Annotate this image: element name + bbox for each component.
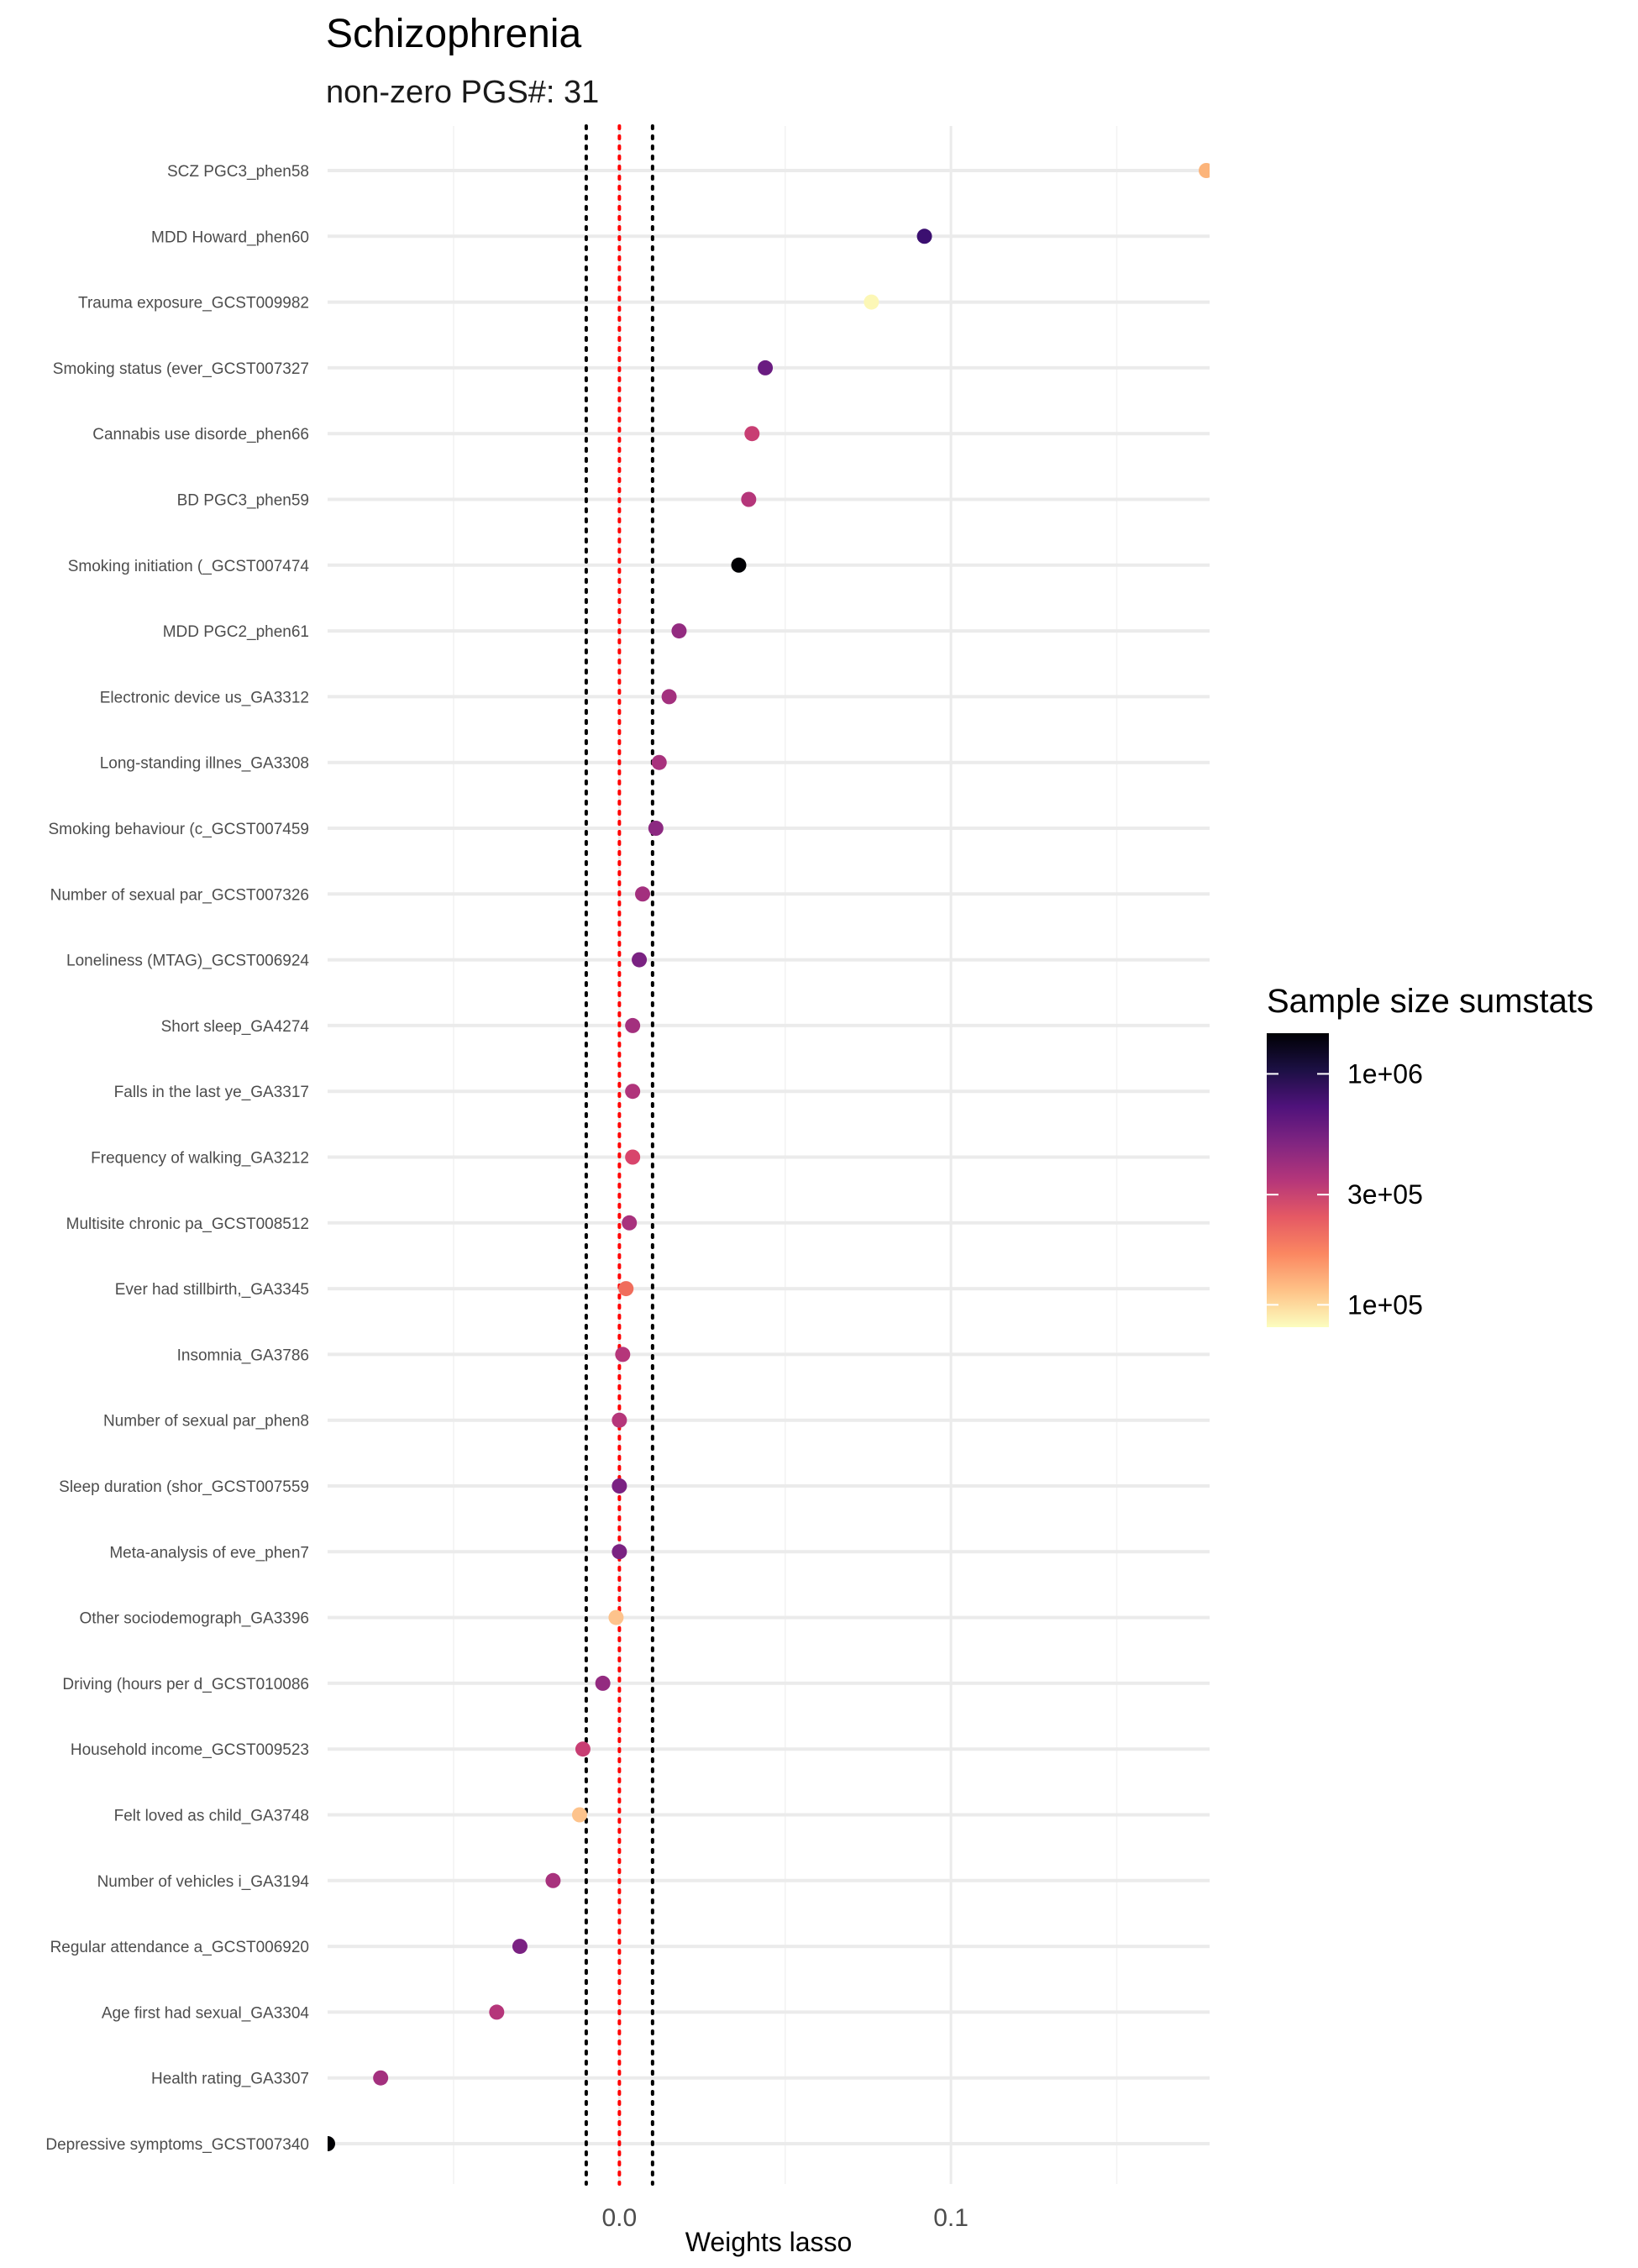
y-tick-label: Number of vehicles i_GA3194 [97,1873,310,1891]
data-point [575,1741,591,1757]
data-point [864,294,879,310]
y-tick-labels: SCZ PGC3_phen58 MDD Howard_phen60 Trauma e… [45,163,309,2154]
y-tick-label: Sleep duration (shor_GCST007559 [59,1478,309,1496]
y-tick-label: Regular attendance a_GCST006920 [50,1939,309,1956]
data-point [373,2070,389,2086]
y-tick-label: Smoking status (ever_GCST007327 [53,360,309,378]
data-point [744,426,760,442]
y-tick-label: Depressive symptoms_GCST007340 [45,2136,309,2154]
grid-lines [328,126,1210,2184]
y-tick-label: Ever had stillbirth,_GA3345 [115,1281,309,1299]
data-point [648,821,664,836]
chart-title: Schizophrenia [326,12,582,56]
y-tick-label: MDD Howard_phen60 [151,228,309,246]
y-tick-label: Falls in the last ye_GA3317 [114,1084,309,1101]
y-tick-label: MDD PGC2_phen61 [163,623,309,641]
data-point [741,491,757,507]
data-point [661,689,677,705]
data-point [625,1017,641,1033]
legend-tick-label: 3e+05 [1347,1179,1423,1210]
y-tick-label: Multisite chronic pa_GCST008512 [66,1215,309,1233]
y-tick-label: Electronic device us_GA3312 [100,689,309,706]
data-point [612,1478,627,1494]
x-tick-label: 0.0 [602,2204,638,2232]
y-tick-label: Health rating_GA3307 [151,2071,309,2088]
data-point [489,2004,505,2020]
y-tick-label: Number of sexual par_GCST007326 [50,886,309,904]
y-tick-label: SCZ PGC3_phen58 [167,163,309,181]
data-point [545,1872,561,1888]
y-tick-label: Long-standing illnes_GA3308 [100,755,309,773]
y-tick-label: Smoking initiation (_GCST007474 [68,558,310,575]
data-point [1199,163,1210,178]
data-point [651,754,667,770]
data-point [615,1347,631,1362]
y-tick-label: Number of sexual par_phen8 [103,1413,309,1431]
data-point [731,557,747,573]
y-tick-label: Trauma exposure_GCST009982 [78,295,309,312]
data-point [618,1281,634,1297]
y-tick-label: Felt loved as child_GA3748 [114,1808,309,1825]
chart-subtitle: non-zero PGS#: 31 [326,75,599,110]
data-point [512,1939,528,1955]
data-points [328,163,1210,2151]
data-point [612,1412,627,1428]
y-tick-label: Insomnia_GA3786 [177,1347,309,1364]
legend-title: Sample size sumstats [1267,983,1593,1020]
y-tick-label: Age first had sexual_GA3304 [102,2004,310,2022]
y-tick-label: Other sociodemograph_GA3396 [79,1610,309,1628]
y-tick-label: Driving (hours per d_GCST010086 [62,1676,309,1693]
data-point [758,360,774,375]
data-point [635,886,650,902]
x-axis-label: Weights lasso [685,2227,853,2257]
y-tick-label: BD PGC3_phen59 [177,492,309,510]
y-tick-label: Frequency of walking_GA3212 [91,1150,309,1168]
data-point [608,1609,624,1625]
y-tick-label: Smoking behaviour (c_GCST007459 [48,821,309,838]
data-point [632,952,648,968]
legend-tick-label: 1e+06 [1347,1058,1423,1089]
data-point [622,1215,638,1231]
y-tick-label: Household income_GCST009523 [71,1741,309,1759]
data-point [595,1675,611,1691]
y-tick-label: Loneliness (MTAG)_GCST006924 [66,953,309,970]
color-legend: Sample size sumstats 1e+06 3e+05 1e+05 [1267,983,1593,1327]
legend-tick-label: 1e+05 [1347,1289,1423,1320]
y-tick-label: Cannabis use disorde_phen66 [92,426,309,444]
data-point [671,623,687,639]
data-point [328,2136,335,2151]
data-point [572,1807,587,1823]
data-point [625,1084,641,1100]
x-tick-label: 0.1 [933,2204,969,2232]
data-point [612,1544,627,1560]
data-point [625,1149,641,1165]
y-tick-label: Short sleep_GA4274 [161,1018,310,1036]
y-tick-label: Meta-analysis of eve_phen7 [109,1544,309,1562]
legend-colorbar [1267,1033,1329,1327]
legend-ticks: 1e+06 3e+05 1e+05 [1267,1058,1423,1320]
x-tick-labels: 0.0 0.1 [602,2204,969,2232]
data-point [916,228,932,244]
reference-lines [584,124,654,2186]
